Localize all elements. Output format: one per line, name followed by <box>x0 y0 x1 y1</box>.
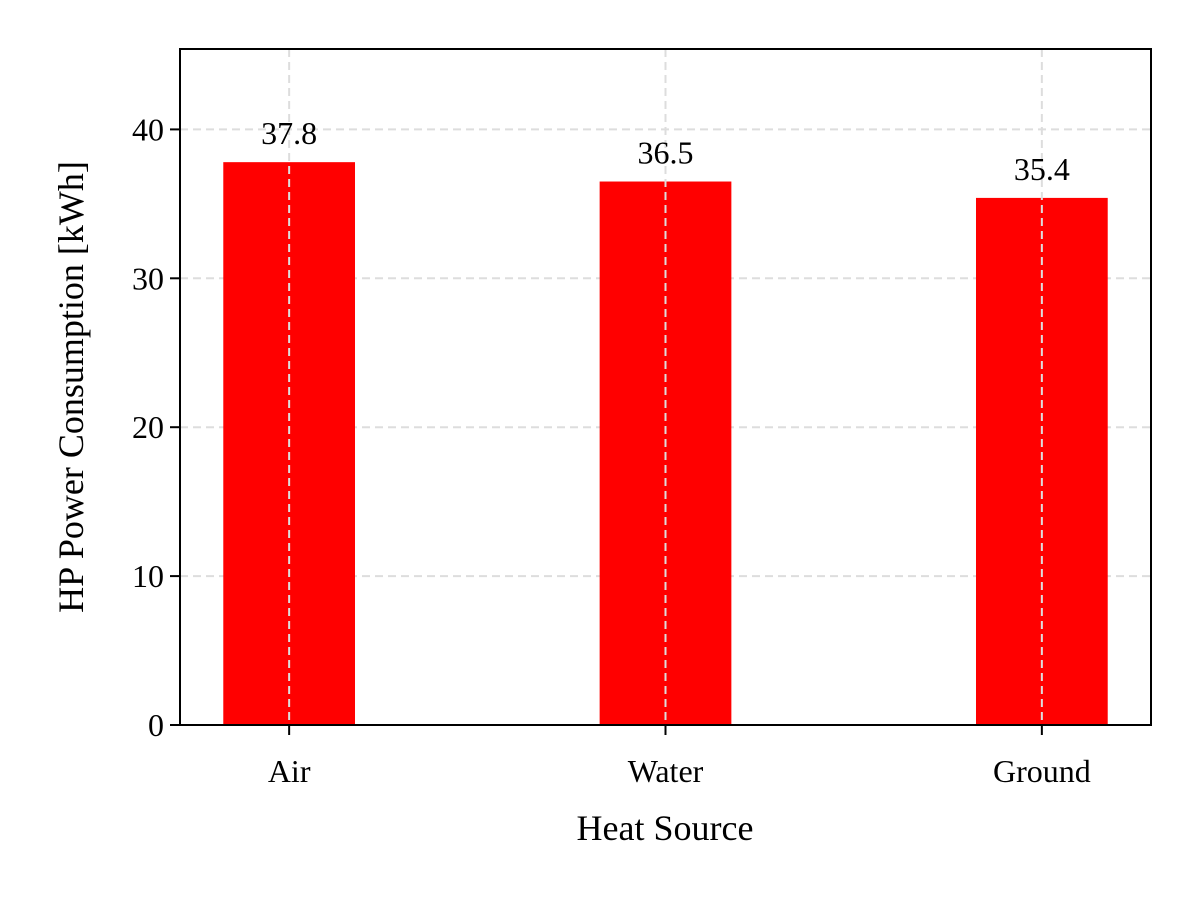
y-axis-label: HP Power Consumption [kWh] <box>51 161 91 613</box>
bar-value-label: 36.5 <box>638 135 694 171</box>
x-tick-label: Ground <box>993 753 1091 789</box>
data-labels: 37.8 36.5 35.4 <box>261 49 1070 725</box>
y-tick-label: 40 <box>132 111 164 147</box>
y-tick-label: 30 <box>132 260 164 296</box>
y-tick-label: 0 <box>148 707 164 743</box>
bar-value-label: 35.4 <box>1014 151 1070 187</box>
x-tick-label: Air <box>268 753 311 789</box>
y-tick-label: 10 <box>132 558 164 594</box>
x-axis-label: Heat Source <box>577 808 754 848</box>
x-tick-label: Water <box>628 753 704 789</box>
bar-value-label: 37.8 <box>261 115 317 151</box>
x-axis-ticks: Air Water Ground <box>268 725 1091 789</box>
y-axis-ticks: 0 10 20 30 40 <box>132 111 180 743</box>
y-tick-label: 20 <box>132 409 164 445</box>
